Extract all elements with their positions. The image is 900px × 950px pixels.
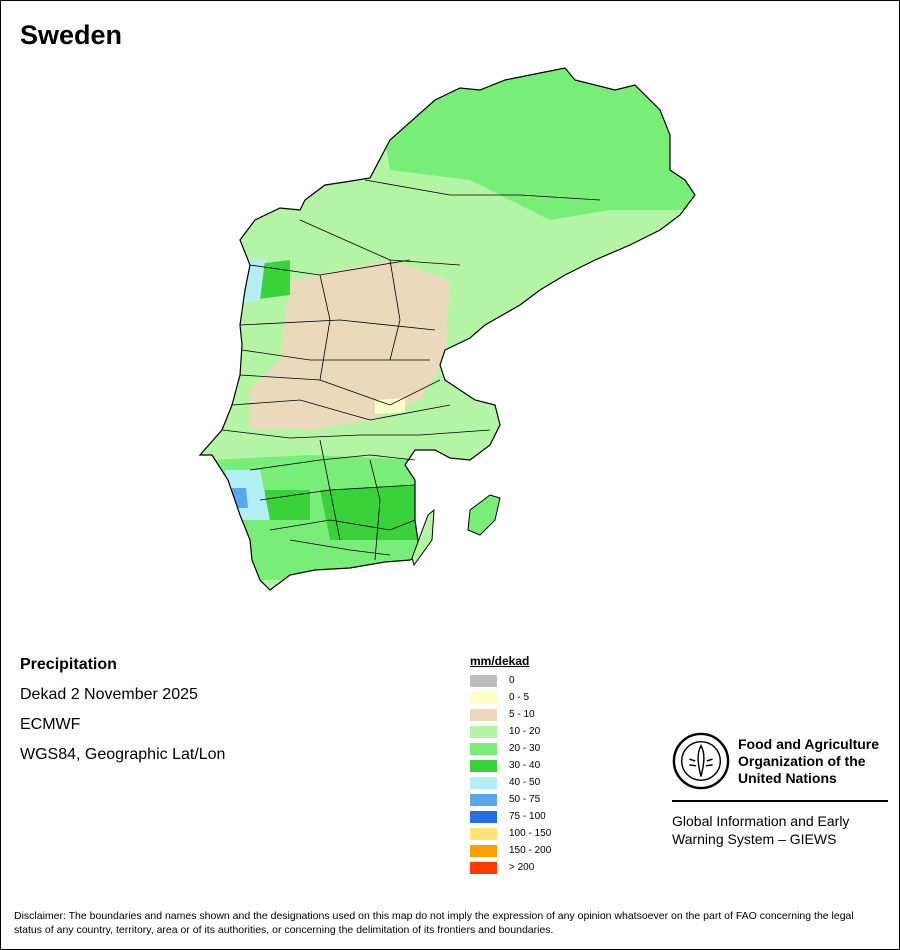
sweden-precipitation-map bbox=[198, 67, 696, 591]
source-label: ECMWF bbox=[20, 716, 81, 733]
legend-swatch bbox=[470, 691, 497, 704]
legend-item: 75 - 100 bbox=[470, 808, 551, 825]
legend-label: 10 - 20 bbox=[509, 726, 541, 737]
legend-swatch bbox=[470, 793, 497, 806]
legend-swatch bbox=[470, 708, 497, 721]
legend-item: > 200 bbox=[470, 859, 551, 876]
legend-label: 50 - 75 bbox=[509, 794, 541, 805]
variable-label: Precipitation bbox=[20, 656, 117, 673]
fao-name-line2: Organization of the bbox=[738, 752, 866, 769]
legend-swatch bbox=[470, 674, 497, 687]
legend-swatch bbox=[470, 810, 497, 823]
legend-label: 150 - 200 bbox=[509, 845, 552, 856]
giews-line2: Warning System – GIEWS bbox=[672, 831, 837, 847]
fao-name-line3: United Nations bbox=[738, 769, 837, 786]
legend-label: 20 - 30 bbox=[509, 743, 541, 754]
legend-swatch bbox=[470, 861, 497, 874]
map-info: Precipitation Dekad 2 November 2025 ECMW… bbox=[20, 656, 225, 776]
legend-title: mm/dekad bbox=[470, 654, 530, 668]
legend-item: 0 - 5 bbox=[470, 689, 551, 706]
legend-label: 100 - 150 bbox=[509, 828, 552, 839]
giews-line1: Global Information and Early bbox=[672, 813, 850, 829]
legend-swatch bbox=[470, 776, 497, 789]
legend-label: 30 - 40 bbox=[509, 760, 541, 771]
period-label: Dekad 2 November 2025 bbox=[20, 686, 198, 703]
legend-swatch bbox=[470, 725, 497, 738]
fao-divider bbox=[672, 800, 888, 802]
map-title: Sweden bbox=[20, 20, 123, 50]
legend-item: 150 - 200 bbox=[470, 842, 551, 859]
legend-swatch bbox=[470, 827, 497, 840]
legend-swatch bbox=[470, 844, 497, 857]
legend-item: 0 bbox=[470, 672, 551, 689]
legend-swatch bbox=[470, 742, 497, 755]
legend-item: 100 - 150 bbox=[470, 825, 551, 842]
legend-swatch bbox=[470, 759, 497, 772]
legend-label: 5 - 10 bbox=[509, 709, 535, 720]
legend-label: > 200 bbox=[509, 862, 535, 873]
legend: mm/dekad 0 0 - 5 5 - 10 10 - 20 20 - 30 30 - … bbox=[470, 654, 551, 876]
fao-branding: Food and Agriculture Organization of the… bbox=[672, 732, 888, 848]
projection-label: WGS84, Geographic Lat/Lon bbox=[20, 746, 226, 763]
legend-label: 0 - 5 bbox=[509, 692, 530, 703]
legend-item: 20 - 30 bbox=[470, 740, 551, 757]
fao-name-line1: Food and Agriculture bbox=[738, 735, 880, 752]
disclaimer: Disclaimer: The boundaries and names sho… bbox=[14, 910, 854, 936]
legend-label: 40 - 50 bbox=[509, 777, 541, 788]
legend-item: 5 - 10 bbox=[470, 706, 551, 723]
legend-item: 40 - 50 bbox=[470, 774, 551, 791]
legend-label: 0 bbox=[509, 675, 515, 686]
fao-logo-icon bbox=[672, 732, 730, 790]
legend-item: 50 - 75 bbox=[470, 791, 551, 808]
legend-label: 75 - 100 bbox=[509, 811, 546, 822]
legend-item: 30 - 40 bbox=[470, 757, 551, 774]
legend-item: 10 - 20 bbox=[470, 723, 551, 740]
